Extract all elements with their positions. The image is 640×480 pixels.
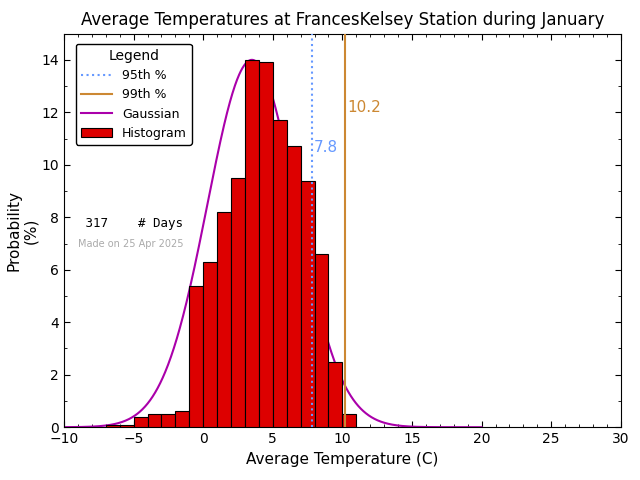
Bar bbox=[161, 414, 175, 427]
Bar bbox=[106, 425, 120, 427]
Bar bbox=[287, 146, 301, 427]
X-axis label: Average Temperature (C): Average Temperature (C) bbox=[246, 452, 438, 467]
Bar bbox=[147, 414, 161, 427]
Bar bbox=[328, 361, 342, 427]
Title: Average Temperatures at FrancesKelsey Station during January: Average Temperatures at FrancesKelsey St… bbox=[81, 11, 604, 29]
Bar bbox=[134, 417, 147, 427]
Bar bbox=[204, 262, 217, 427]
Bar bbox=[245, 60, 259, 427]
Bar bbox=[315, 254, 328, 427]
Bar bbox=[217, 212, 231, 427]
Bar bbox=[189, 286, 204, 427]
Text: 317    # Days: 317 # Days bbox=[78, 216, 183, 229]
Bar bbox=[175, 411, 189, 427]
Bar bbox=[231, 178, 245, 427]
Bar bbox=[342, 414, 356, 427]
Bar bbox=[301, 180, 315, 427]
Bar bbox=[120, 425, 134, 427]
Y-axis label: Probability
(%): Probability (%) bbox=[6, 190, 39, 271]
Bar bbox=[259, 62, 273, 427]
Legend: 95th %, 99th %, Gaussian, Histogram: 95th %, 99th %, Gaussian, Histogram bbox=[76, 44, 192, 145]
Bar bbox=[273, 120, 287, 427]
Text: 10.2: 10.2 bbox=[348, 100, 381, 115]
Text: 7.8: 7.8 bbox=[314, 140, 338, 155]
Text: Made on 25 Apr 2025: Made on 25 Apr 2025 bbox=[78, 239, 184, 249]
